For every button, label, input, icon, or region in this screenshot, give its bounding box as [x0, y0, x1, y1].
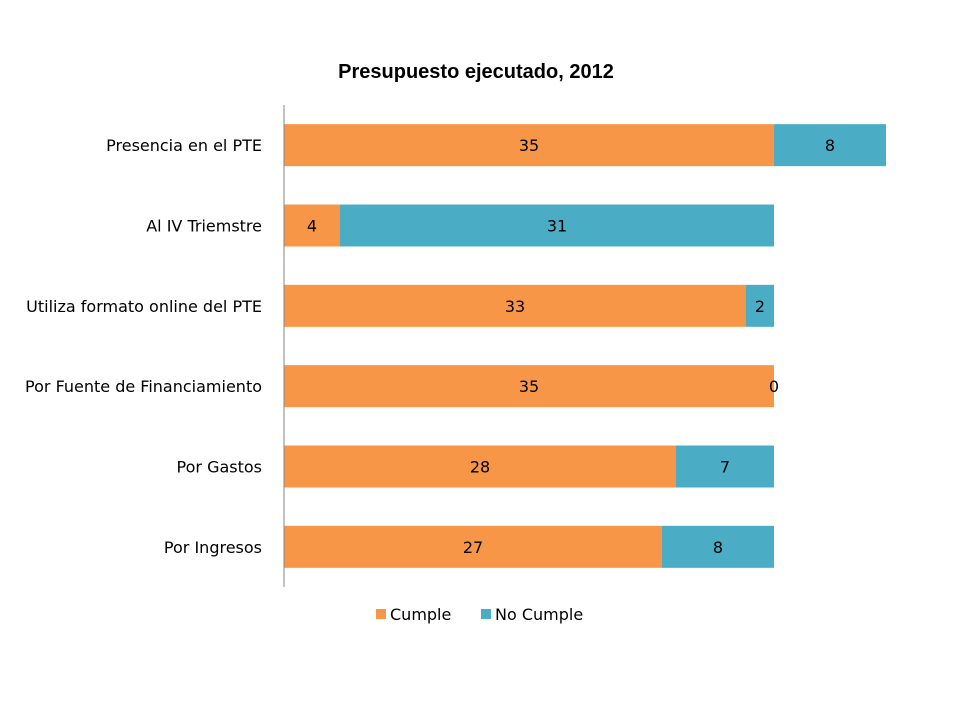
- bar-segment-no-cumple: [745, 284, 774, 327]
- data-label: 8: [825, 136, 835, 155]
- bar-segment-cumple: [284, 365, 774, 408]
- category-label: Por Ingresos: [164, 538, 262, 557]
- data-label: 0: [769, 377, 779, 396]
- legend: Cumple No Cumple: [376, 605, 583, 624]
- legend-label: Cumple: [390, 605, 451, 624]
- bar-segment-no-cumple: [773, 124, 886, 167]
- data-label: 7: [720, 458, 730, 477]
- chart-title: Presupuesto ejecutado, 2012: [338, 61, 614, 83]
- bar-segment-cumple: [284, 525, 662, 568]
- legend-label: No Cumple: [495, 605, 583, 624]
- data-label: 8: [713, 538, 723, 557]
- bar-segment-no-cumple: [339, 204, 774, 247]
- category-label: Presencia en el PTE: [106, 136, 262, 155]
- legend-swatch: [481, 609, 491, 619]
- bars-group: Presencia en el PTE 35 8 Al IV Triemstre 4 31…: [25, 124, 886, 568]
- data-label: 28: [470, 458, 490, 477]
- category-label: Al IV Triemstre: [146, 217, 262, 236]
- data-label: 33: [505, 297, 525, 316]
- bar-segment-cumple: [284, 124, 774, 167]
- category-label: Utiliza formato online del PTE: [26, 297, 262, 316]
- data-label: 35: [519, 377, 539, 396]
- bar-segment-cumple: [284, 204, 340, 247]
- bar-segment-cumple: [284, 445, 676, 488]
- data-label: 35: [519, 136, 539, 155]
- bar-segment-cumple: [284, 284, 746, 327]
- bar-segment-no-cumple: [661, 525, 774, 568]
- legend-swatch: [376, 609, 386, 619]
- data-label: 4: [307, 217, 317, 236]
- category-label: Por Gastos: [177, 458, 262, 477]
- bar-segment-no-cumple: [675, 445, 774, 488]
- data-label: 2: [755, 297, 765, 316]
- data-label: 27: [463, 538, 483, 557]
- data-label: 31: [547, 217, 567, 236]
- category-label: Por Fuente de Financiamiento: [25, 377, 262, 396]
